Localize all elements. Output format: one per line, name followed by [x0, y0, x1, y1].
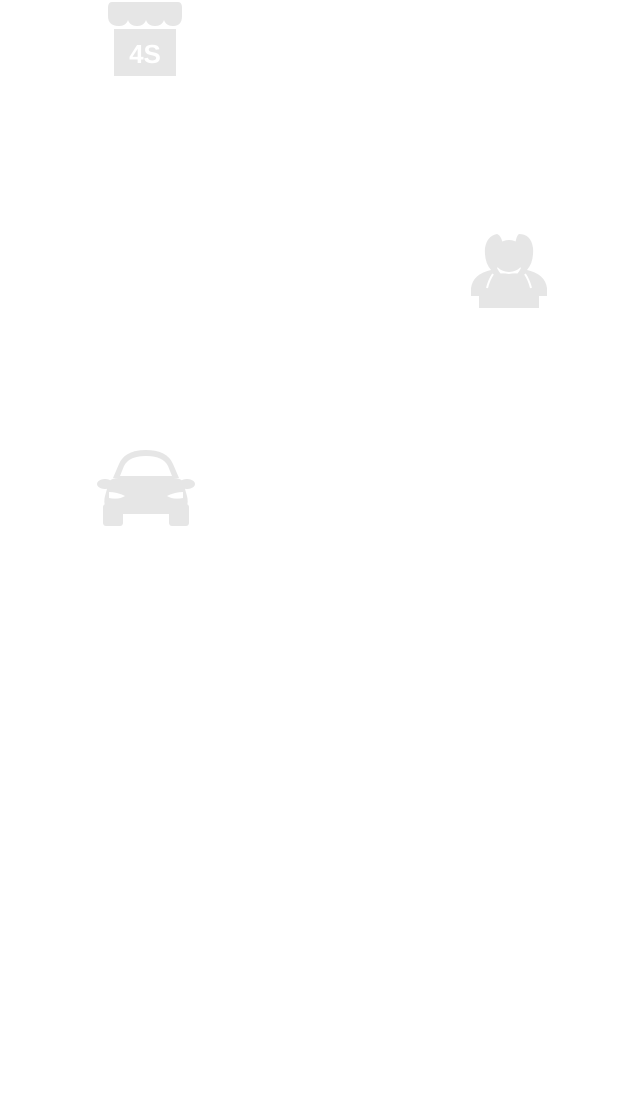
store-label: 4S [129, 39, 161, 69]
car-icon [97, 448, 195, 528]
4s-store-icon: 4S [108, 2, 182, 76]
users-icon [469, 232, 549, 308]
